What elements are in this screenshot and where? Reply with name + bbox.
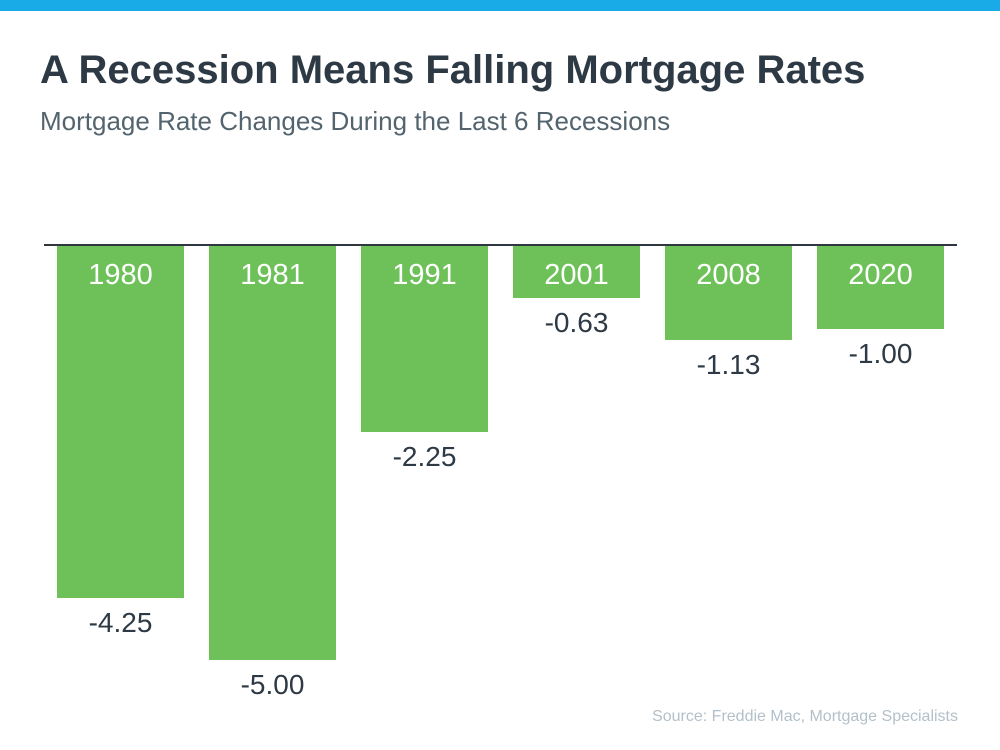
- bar-column-2020: 2020 -1.00: [817, 246, 944, 370]
- bar-year-label: 1991: [392, 259, 457, 291]
- bar-1991: 1991: [361, 246, 488, 432]
- bar-value-label: -1.13: [696, 349, 761, 380]
- chart-baseline: [44, 244, 957, 246]
- top-accent-bar: [0, 0, 1000, 11]
- bar-2001: 2001: [513, 246, 640, 298]
- bar-1981: 1981: [209, 246, 336, 660]
- bar-year-label: 1980: [88, 259, 153, 291]
- source-attribution: Source: Freddie Mac, Mortgage Specialist…: [652, 708, 958, 725]
- bar-year-label: 2001: [544, 259, 609, 291]
- bar-column-1980: 1980 -4.25: [57, 246, 184, 639]
- bar-year-label: 1981: [240, 259, 305, 291]
- bar-chart: 1980 -4.25 1981 -5.00 1991 -2.25 2001 -0.63 2008…: [44, 244, 957, 701]
- bar-2008: 2008: [665, 246, 792, 340]
- bar-column-1981: 1981 -5.00: [209, 246, 336, 701]
- page-title: A Recession Means Falling Mortgage Rates: [40, 48, 866, 92]
- bar-year-label: 2020: [848, 259, 913, 291]
- bars: 1980 -4.25 1981 -5.00 1991 -2.25 2001 -0.63 2008…: [44, 246, 957, 701]
- bar-value-label: -1.00: [848, 338, 913, 369]
- bar-value-label: -4.25: [88, 607, 153, 638]
- bar-column-2001: 2001 -0.63: [513, 246, 640, 339]
- bar-column-1991: 1991 -2.25: [361, 246, 488, 473]
- page-subtitle: Mortgage Rate Changes During the Last 6 …: [40, 106, 671, 136]
- bar-2020: 2020: [817, 246, 944, 329]
- bar-1980: 1980: [57, 246, 184, 598]
- bar-year-label: 2008: [696, 259, 761, 291]
- bar-value-label: -2.25: [392, 441, 457, 472]
- bar-value-label: -0.63: [544, 307, 609, 338]
- bar-value-label: -5.00: [240, 669, 305, 700]
- bar-column-2008: 2008 -1.13: [665, 246, 792, 381]
